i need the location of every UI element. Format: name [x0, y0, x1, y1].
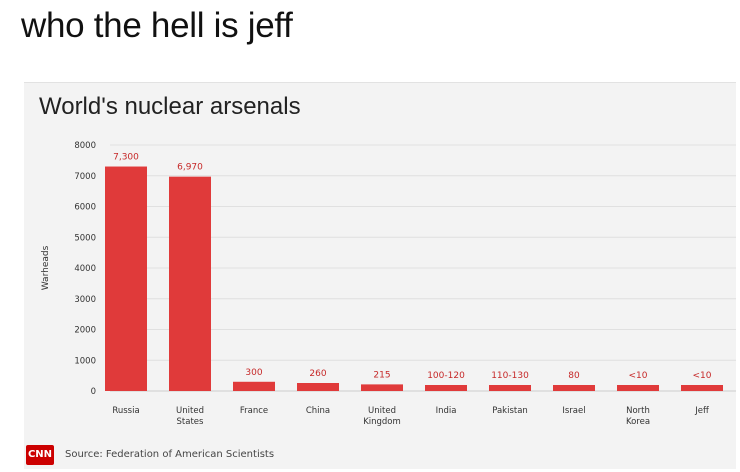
chart-title: World's nuclear arsenals — [39, 93, 301, 120]
y-tick-label: 6000 — [74, 203, 96, 213]
x-tick-label: Israel — [562, 406, 585, 416]
bar — [681, 385, 723, 391]
x-tick-label: India — [436, 406, 457, 416]
chart-footer: CNN Source: Federation of American Scien… — [24, 443, 736, 469]
meme-caption: who the hell is jeff — [21, 6, 293, 45]
x-tick-label: France — [240, 406, 268, 416]
x-tick-label: Pakistan — [492, 406, 528, 416]
x-tick-label: China — [306, 406, 330, 416]
data-label: 260 — [309, 369, 326, 379]
x-tick-label: North — [626, 406, 650, 416]
data-label: 7,300 — [113, 153, 139, 163]
y-tick-label: 7000 — [74, 172, 96, 182]
data-label: <10 — [629, 371, 648, 381]
bar — [425, 385, 467, 391]
data-label: 215 — [373, 370, 390, 380]
bar — [105, 166, 147, 391]
data-label: 80 — [568, 371, 580, 381]
y-tick-label: 2000 — [74, 326, 96, 336]
x-tick-label: Korea — [626, 417, 650, 427]
y-tick-label: 1000 — [74, 356, 96, 366]
bar — [553, 385, 595, 391]
bar — [233, 381, 275, 391]
bar — [617, 385, 659, 391]
source-note: Source: Federation of American Scientist… — [65, 449, 275, 460]
x-tick-label: Russia — [112, 406, 139, 416]
x-tick-label: Kingdom — [363, 417, 401, 427]
y-tick-label: 4000 — [74, 264, 96, 274]
y-tick-label: 8000 — [74, 141, 96, 151]
data-label: 300 — [245, 368, 262, 378]
data-label: <10 — [693, 371, 712, 381]
chart-card: World's nuclear arsenals 0 1000 2000 3000 40… — [24, 82, 736, 469]
bar — [489, 385, 531, 391]
y-tick-label: 3000 — [74, 295, 96, 305]
bar — [361, 384, 403, 391]
data-label: 100-120 — [427, 371, 465, 381]
bar-chart: 0 1000 2000 3000 4000 5000 6000 7000 8000 Warhead… — [41, 141, 736, 427]
x-tick-label: Jeff — [694, 406, 710, 416]
x-tick-label: United — [176, 406, 204, 416]
y-axis-label: Warheads — [41, 245, 51, 290]
x-tick-label: States — [177, 417, 204, 427]
bar — [297, 383, 339, 391]
y-tick-label: 0 — [91, 387, 96, 397]
x-tick-label: United — [368, 406, 396, 416]
data-label: 110-130 — [491, 371, 529, 381]
y-tick-label: 5000 — [74, 233, 96, 243]
data-label: 6,970 — [177, 163, 203, 173]
bar — [169, 176, 211, 391]
cnn-logo: CNN — [26, 445, 54, 465]
